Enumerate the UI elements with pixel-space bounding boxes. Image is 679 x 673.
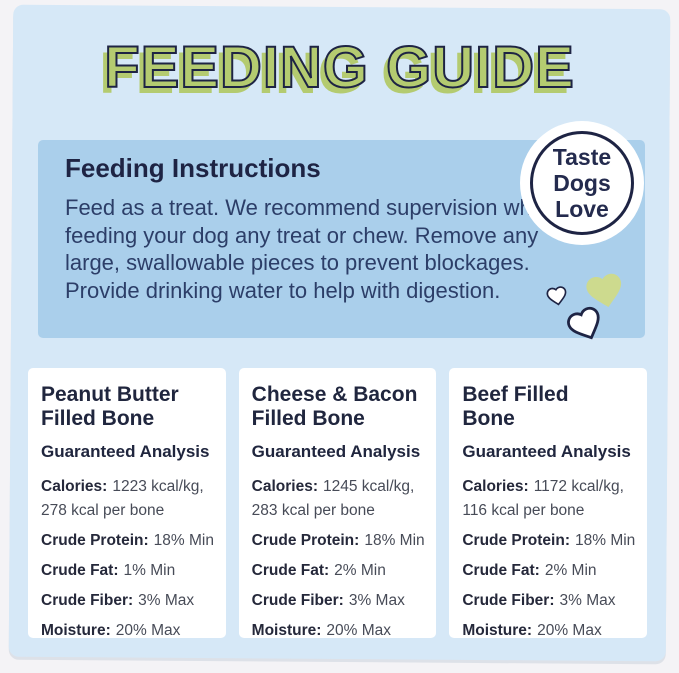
taste-dogs-love-badge: Taste Dogs Love bbox=[530, 131, 634, 235]
guaranteed-analysis-heading: Guaranteed Analysis bbox=[462, 442, 631, 461]
crude-fiber-row: Crude Fiber: 3% Max bbox=[41, 592, 195, 609]
page-title: FEEDING GUIDE bbox=[103, 34, 575, 101]
crude-fat-row: Crude Fat: 2% Min bbox=[462, 562, 597, 579]
crude-fat-row: Crude Fat: 1% Min bbox=[41, 562, 176, 579]
guaranteed-analysis-heading: Guaranteed Analysis bbox=[41, 442, 210, 461]
crude-fat-row: Crude Fat: 2% Min bbox=[251, 562, 386, 579]
product-cards-row: Peanut Butter Filled Bone Guaranteed Anal… bbox=[28, 368, 648, 639]
crude-protein-row: Crude Protein: 18% Min bbox=[41, 532, 214, 549]
badge-line-2: Dogs bbox=[553, 170, 611, 196]
crude-protein-row: Crude Protein: 18% Min bbox=[462, 532, 636, 549]
product-name: Beef Filled Bone bbox=[462, 383, 569, 430]
badge-line-1: Taste bbox=[552, 144, 612, 170]
instructions-heading: Feeding Instructions bbox=[65, 153, 321, 183]
product-card-beef: Beef Filled Bone Guaranteed Analysis Calo… bbox=[449, 368, 648, 639]
product-name: Peanut Butter Filled Bone bbox=[41, 383, 179, 430]
product-card-peanut-butter: Peanut Butter Filled Bone Guaranteed Anal… bbox=[28, 368, 226, 639]
calories-row: Calories: 1245 kcal/kg, 283 kcal per bone bbox=[251, 478, 415, 519]
large-heart-outline-icon bbox=[567, 306, 600, 340]
moisture-row: Moisture: 20% Max bbox=[41, 622, 181, 639]
guaranteed-analysis-heading: Guaranteed Analysis bbox=[251, 442, 421, 461]
moisture-row: Moisture: 20% Max bbox=[462, 622, 602, 639]
calories-row: Calories: 1223 kcal/kg, 278 kcal per bone bbox=[41, 478, 204, 519]
crude-fiber-row: Crude Fiber: 3% Max bbox=[462, 592, 616, 609]
product-card-cheese-bacon: Cheese & Bacon Filled Bone Guaranteed Ana… bbox=[238, 368, 437, 639]
instructions-body: Feed as a treat. We recommend supervisio… bbox=[65, 195, 554, 303]
crude-protein-row: Crude Protein: 18% Min bbox=[251, 532, 425, 549]
moisture-row: Moisture: 20% Max bbox=[251, 622, 392, 639]
crude-fiber-row: Crude Fiber: 3% Max bbox=[251, 592, 405, 609]
small-heart-outline-icon bbox=[546, 286, 567, 306]
calories-row: Calories: 1172 kcal/kg, 116 kcal per bone bbox=[462, 478, 624, 519]
green-heart-icon bbox=[586, 273, 622, 308]
product-name: Cheese & Bacon Filled Bone bbox=[251, 383, 418, 430]
badge-line-3: Love bbox=[555, 196, 609, 222]
